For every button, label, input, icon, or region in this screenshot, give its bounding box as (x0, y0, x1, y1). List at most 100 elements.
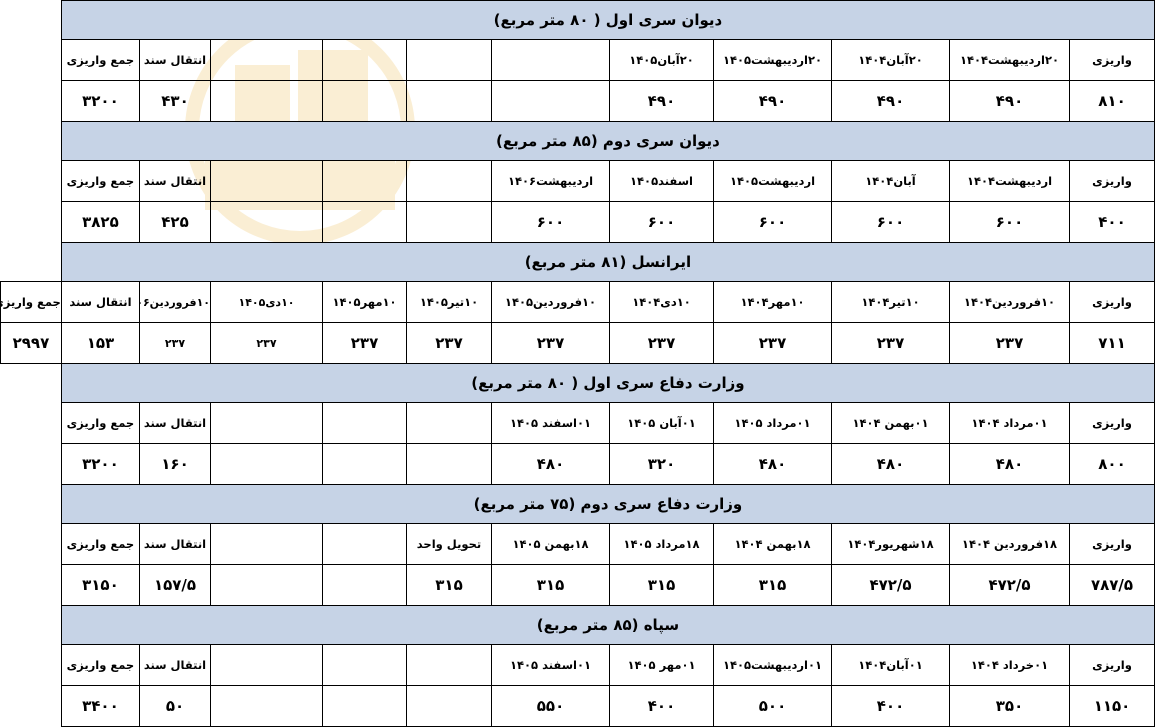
value-cell: ۴۸۰ (713, 443, 832, 485)
value-cell: ۳۱۵ (609, 564, 714, 606)
label-cell: ۱۰تیر۱۴۰۵ (406, 281, 492, 323)
value-cell: ۳۲۰۰ (60, 443, 141, 485)
value-cell: ۴۹۰ (713, 80, 832, 122)
value-cell: ۶۰۰ (713, 201, 832, 243)
value-cell: ۲۳۷ (322, 322, 407, 364)
label-cell: جمع واریزی (0, 281, 62, 323)
label-cell: واریزی (1069, 39, 1155, 81)
value-cell: ۲۳۷ (713, 322, 832, 364)
label-cell: واریزی (1069, 644, 1155, 686)
value-row: ۷۸۷/۵ ۴۷۲/۵ ۴۷۲/۵ ۳۱۵ ۳۱۵ ۳۱۵ ۳۱۵ ۱۵۷/۵ ۳۱۵۰ (1, 564, 1155, 606)
value-cell: ۳۲۰۰ (60, 80, 141, 122)
label-cell: انتقال سند (139, 523, 211, 565)
value-cell: ۶۰۰ (831, 201, 950, 243)
value-cell: ۴۸۰ (491, 443, 610, 485)
label-cell (322, 39, 407, 81)
label-cell: ۰۱اردیبهشت۱۴۰۵ (713, 644, 832, 686)
value-cell: ۷۱۱ (1069, 322, 1155, 364)
value-cell (406, 201, 492, 243)
value-cell (322, 685, 407, 727)
label-cell (210, 402, 323, 444)
value-cell: ۶۰۰ (491, 201, 610, 243)
value-cell (406, 685, 492, 727)
value-row: ۴۰۰ ۶۰۰ ۶۰۰ ۶۰۰ ۶۰۰ ۶۰۰ ۴۲۵ ۳۸۲۵ (1, 201, 1155, 243)
label-cell: ۰۱خرداد ۱۴۰۴ (949, 644, 1070, 686)
value-cell: ۶۰۰ (949, 201, 1070, 243)
section-header: دیوان سری اول ( ۸۰ متر مربع) (1, 0, 1155, 40)
value-cell: ۴۳۰ (139, 80, 211, 122)
section-header: سپاه (۸۵ متر مربع) (1, 605, 1155, 645)
label-cell: واریزی (1069, 160, 1155, 202)
section-title: وزارت دفاع سری اول ( ۸۰ متر مربع) (60, 363, 1155, 403)
value-cell: ۴۸۰ (949, 443, 1070, 485)
value-cell: ۳۲۰ (609, 443, 714, 485)
label-cell (406, 644, 492, 686)
label-cell (406, 160, 492, 202)
label-cell: ۱۸مرداد ۱۴۰۵ (609, 523, 714, 565)
value-cell: ۸۱۰ (1069, 80, 1155, 122)
value-cell: ۲۳۷ (949, 322, 1070, 364)
label-cell (210, 644, 323, 686)
value-cell: ۱۶۰ (139, 443, 211, 485)
label-cell: ۱۸شهریور۱۴۰۴ (831, 523, 950, 565)
label-cell: ۱۰دی۱۴۰۵ (210, 281, 323, 323)
label-cell: آبان۱۴۰۴ (831, 160, 950, 202)
value-row: ۸۰۰ ۴۸۰ ۴۸۰ ۴۸۰ ۳۲۰ ۴۸۰ ۱۶۰ ۳۲۰۰ (1, 443, 1155, 485)
value-cell: ۲۳۷ (139, 322, 211, 364)
value-cell: ۴۰۰ (831, 685, 950, 727)
value-cell: ۸۰۰ (1069, 443, 1155, 485)
value-cell: ۴۰۰ (609, 685, 714, 727)
value-cell: ۲۳۷ (491, 322, 610, 364)
label-row: واریزی ۱۰فروردین۱۴۰۴ ۱۰تیر۱۴۰۴ ۱۰مهر۱۴۰۴ ۱۰د… (0, 281, 1155, 323)
value-cell (210, 685, 323, 727)
label-cell: انتقال سند (139, 160, 211, 202)
value-cell: ۳۵۰ (949, 685, 1070, 727)
label-cell (322, 402, 407, 444)
label-cell: ۱۸بهمن ۱۴۰۵ (491, 523, 610, 565)
value-cell: ۲۳۷ (210, 322, 323, 364)
section-title: ایرانسل (۸۱ متر مربع) (60, 242, 1155, 282)
section-header: وزارت دفاع سری اول ( ۸۰ متر مربع) (1, 363, 1155, 403)
label-cell: جمع واریزی (60, 523, 141, 565)
label-cell: ۰۱آبان۱۴۰۴ (831, 644, 950, 686)
value-cell: ۲۹۹۷ (0, 322, 62, 364)
label-cell: جمع واریزی (60, 160, 141, 202)
label-row: واریزی ۲۰اردیبهشت۱۴۰۴ ۲۰آبان۱۴۰۴ ۲۰اردیبهشت… (1, 39, 1155, 81)
value-cell (406, 80, 492, 122)
label-cell: واریزی (1069, 523, 1155, 565)
value-cell (322, 564, 407, 606)
label-cell: ۱۰فروردین۱۴۰۶ (139, 281, 211, 323)
label-cell: واریزی (1069, 402, 1155, 444)
label-cell (210, 523, 323, 565)
value-cell (406, 443, 492, 485)
value-cell (322, 443, 407, 485)
value-cell (210, 80, 323, 122)
section-title: سپاه (۸۵ متر مربع) (60, 605, 1155, 645)
label-cell: ۲۰آبان۱۴۰۴ (831, 39, 950, 81)
value-cell: ۴۸۰ (831, 443, 950, 485)
section-header: دیوان سری دوم (۸۵ متر مربع) (1, 121, 1155, 161)
value-cell: ۴۹۰ (609, 80, 714, 122)
value-cell: ۳۱۵۰ (60, 564, 141, 606)
label-cell: ۱۰فروردین۱۴۰۵ (491, 281, 610, 323)
label-cell: انتقال سند (60, 281, 141, 323)
value-cell (210, 443, 323, 485)
label-cell: انتقال سند (139, 39, 211, 81)
value-cell: ۳۱۵ (713, 564, 832, 606)
label-cell: ۲۰اردیبهشت۱۴۰۴ (949, 39, 1070, 81)
section-header: ایرانسل (۸۱ متر مربع) (1, 242, 1155, 282)
label-cell: ۰۱آبان ۱۴۰۵ (609, 402, 714, 444)
label-cell: انتقال سند (139, 644, 211, 686)
label-cell: اردیبهشت۱۴۰۶ (491, 160, 610, 202)
label-cell: واریزی (1069, 281, 1155, 323)
value-cell: ۴۰۰ (1069, 201, 1155, 243)
value-cell (322, 80, 407, 122)
label-cell: ۱۰مهر۱۴۰۵ (322, 281, 407, 323)
value-cell: ۴۷۲/۵ (949, 564, 1070, 606)
value-cell: ۴۹۰ (831, 80, 950, 122)
label-cell: جمع واریزی (60, 402, 141, 444)
label-cell: ۰۱مرداد ۱۴۰۴ (949, 402, 1070, 444)
value-cell: ۱۵۳ (60, 322, 141, 364)
value-cell: ۱۱۵۰ (1069, 685, 1155, 727)
